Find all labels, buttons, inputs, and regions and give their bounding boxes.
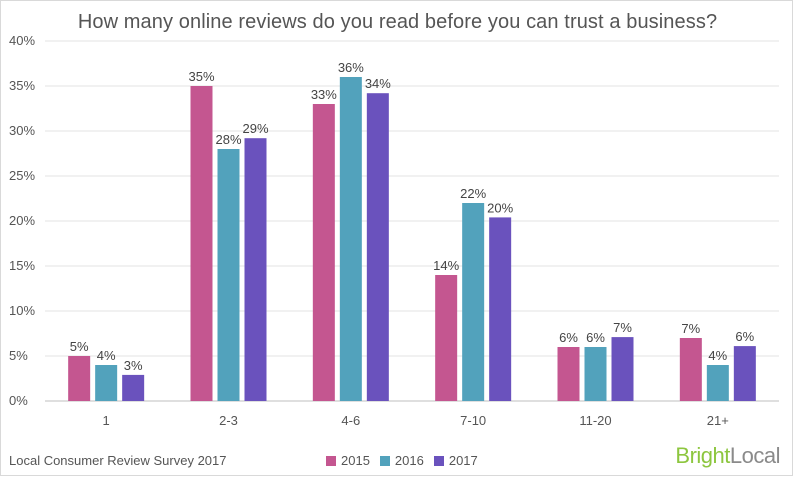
bar-2015-1: [68, 356, 91, 401]
data-label-2017-4-6: 34%: [365, 76, 391, 91]
legend-item-2016: 2016: [379, 453, 424, 468]
data-label-2015-11-20: 6%: [559, 330, 578, 345]
bar-2015-4-6: [312, 104, 335, 401]
x-tick-label: 21+: [707, 413, 729, 428]
y-tick-label: 15%: [9, 258, 35, 273]
y-tick-label: 5%: [9, 348, 28, 363]
legend-swatch: [326, 455, 336, 466]
data-label-2016-11-20: 6%: [586, 330, 605, 345]
legend-swatch: [379, 455, 390, 466]
data-label-2015-2-3: 35%: [188, 69, 214, 84]
y-axis-ticks: 0% 5% 10% 15% 20% 25% 30% 35% 40%: [9, 33, 35, 408]
chart-legend: 2015 2016 2017: [326, 453, 488, 468]
bar-2016-11-20: [584, 347, 607, 401]
x-axis-ticks: 1 2-3 4-6 7-10 11-20 21+: [103, 413, 729, 428]
data-label-2016-7-10: 22%: [460, 186, 486, 201]
brightlocal-logo: BrightLocal: [675, 443, 780, 469]
data-label-2015-21+: 7%: [681, 321, 700, 336]
data-label-2015-4-6: 33%: [311, 87, 337, 102]
data-label-2017-2-3: 29%: [242, 121, 268, 136]
bar-2016-4-6: [339, 77, 362, 401]
y-tick-label: 40%: [9, 33, 35, 48]
legend-label: 2016: [394, 453, 424, 468]
bar-2015-2-3: [190, 86, 213, 401]
bar-2016-1: [95, 365, 118, 401]
bar-2016-2-3: [217, 149, 240, 401]
chart-title: How many online reviews do you read befo…: [77, 11, 718, 33]
bars: [68, 77, 756, 401]
x-tick-label: 1: [103, 413, 110, 428]
bar-2017-11-20: [611, 337, 634, 401]
data-label-2017-21+: 6%: [735, 329, 754, 344]
y-tick-label: 25%: [9, 168, 35, 183]
bar-2015-21+: [679, 338, 702, 401]
bar-2015-7-10: [435, 275, 458, 401]
data-label-2015-1: 5%: [70, 339, 89, 354]
x-tick-label: 7-10: [460, 413, 486, 428]
bar-2017-21+: [733, 346, 756, 401]
bar-2015-11-20: [557, 347, 580, 401]
bar-2017-7-10: [489, 217, 512, 401]
data-labels: 5% 4% 3% 35% 28%29% 33%36%34% 14% 22%20% 6% 6% 7% 7…: [70, 60, 755, 373]
bar-2016-21+: [706, 365, 729, 401]
data-label-2016-21+: 4%: [708, 348, 727, 363]
legend-item-2015: 2015: [326, 453, 370, 468]
legend-item-2017: 2017: [433, 453, 478, 468]
y-tick-label: 30%: [9, 123, 35, 138]
data-label-2017-1: 3%: [124, 358, 143, 373]
data-label-2017-7-10: 20%: [487, 200, 513, 215]
logo-part-bright: Bright: [675, 443, 730, 468]
data-label-2016-1: 4%: [97, 348, 116, 363]
data-label-2015-7-10: 14%: [433, 258, 459, 273]
x-tick-label: 4-6: [341, 413, 360, 428]
survey-source: Local Consumer Review Survey 2017: [9, 453, 227, 468]
gridlines: [45, 40, 779, 402]
bar-2017-2-3: [244, 138, 267, 401]
legend-label: 2015: [341, 453, 370, 468]
bar-2017-1: [122, 374, 145, 401]
legend-swatch: [433, 455, 444, 466]
data-label-2016-2-3: 28%: [215, 132, 241, 147]
y-tick-label: 0%: [9, 393, 28, 408]
y-tick-label: 10%: [9, 303, 35, 318]
x-tick-label: 2-3: [219, 413, 238, 428]
logo-part-local: Local: [729, 443, 781, 468]
data-label-2017-11-20: 7%: [613, 320, 632, 335]
bar-2017-4-6: [366, 93, 389, 401]
y-tick-label: 20%: [9, 213, 35, 228]
bar-2016-7-10: [462, 203, 485, 401]
x-tick-label: 11-20: [579, 413, 611, 428]
legend-label: 2017: [448, 453, 478, 468]
data-label-2016-4-6: 36%: [338, 60, 364, 75]
y-tick-label: 35%: [9, 78, 35, 93]
